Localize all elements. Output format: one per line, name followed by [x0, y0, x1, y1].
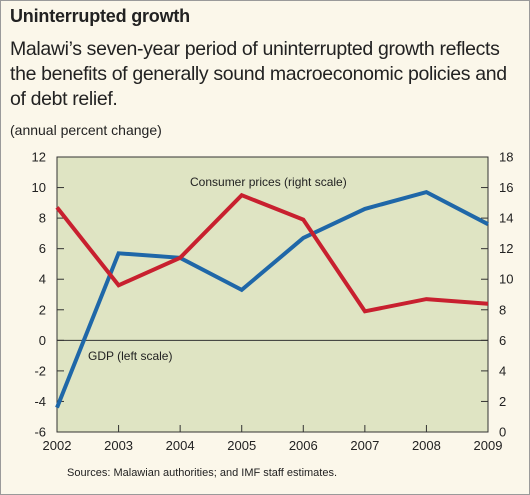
left-tick-label: -6 — [34, 425, 46, 440]
left-tick-label: 8 — [39, 211, 46, 226]
chart-subtitle: Malawi’s seven-year period of uninterrup… — [10, 38, 507, 110]
x-tick-label: 2007 — [350, 438, 379, 453]
right-tick-label: 4 — [499, 363, 506, 378]
gdp-series-label: GDP (left scale) — [88, 349, 172, 363]
right-tick-label: 0 — [499, 425, 506, 440]
left-tick-label: 6 — [39, 241, 46, 256]
left-tick-label: 0 — [39, 333, 46, 348]
right-tick-label: 6 — [499, 333, 506, 348]
left-tick-label: 12 — [32, 150, 46, 165]
chart-title: Uninterrupted growth — [10, 6, 190, 26]
right-tick-label: 8 — [499, 302, 506, 317]
right-tick-label: 16 — [499, 180, 513, 195]
x-tick-label: 2002 — [43, 438, 72, 453]
source-note: Sources: Malawian authorities; and IMF s… — [67, 467, 338, 479]
left-tick-label: 10 — [32, 180, 46, 195]
x-tick-label: 2009 — [474, 438, 503, 453]
right-tick-label: 18 — [499, 150, 513, 165]
left-tick-label: -2 — [34, 363, 46, 378]
consumer-prices-series-line — [55, 192, 489, 314]
left-tick-label: 2 — [39, 302, 46, 317]
right-tick-label: 2 — [499, 394, 506, 409]
x-tick-label: 2003 — [104, 438, 133, 453]
x-tick-label: 2008 — [412, 438, 441, 453]
x-tick-label: 2006 — [289, 438, 318, 453]
x-tick-label: 2005 — [227, 438, 256, 453]
gdp-series-line — [55, 189, 489, 409]
left-tick-label: 4 — [39, 272, 46, 287]
right-tick-label: 10 — [499, 272, 513, 287]
left-tick-label: -4 — [34, 394, 46, 409]
x-tick-label: 2004 — [166, 438, 195, 453]
right-tick-label: 12 — [499, 241, 513, 256]
plot-area — [56, 156, 489, 433]
unit-label: (annual percent change) — [10, 122, 162, 138]
right-tick-label: 14 — [499, 211, 513, 226]
consumer-prices-series-label: Consumer prices (right scale) — [190, 175, 347, 189]
